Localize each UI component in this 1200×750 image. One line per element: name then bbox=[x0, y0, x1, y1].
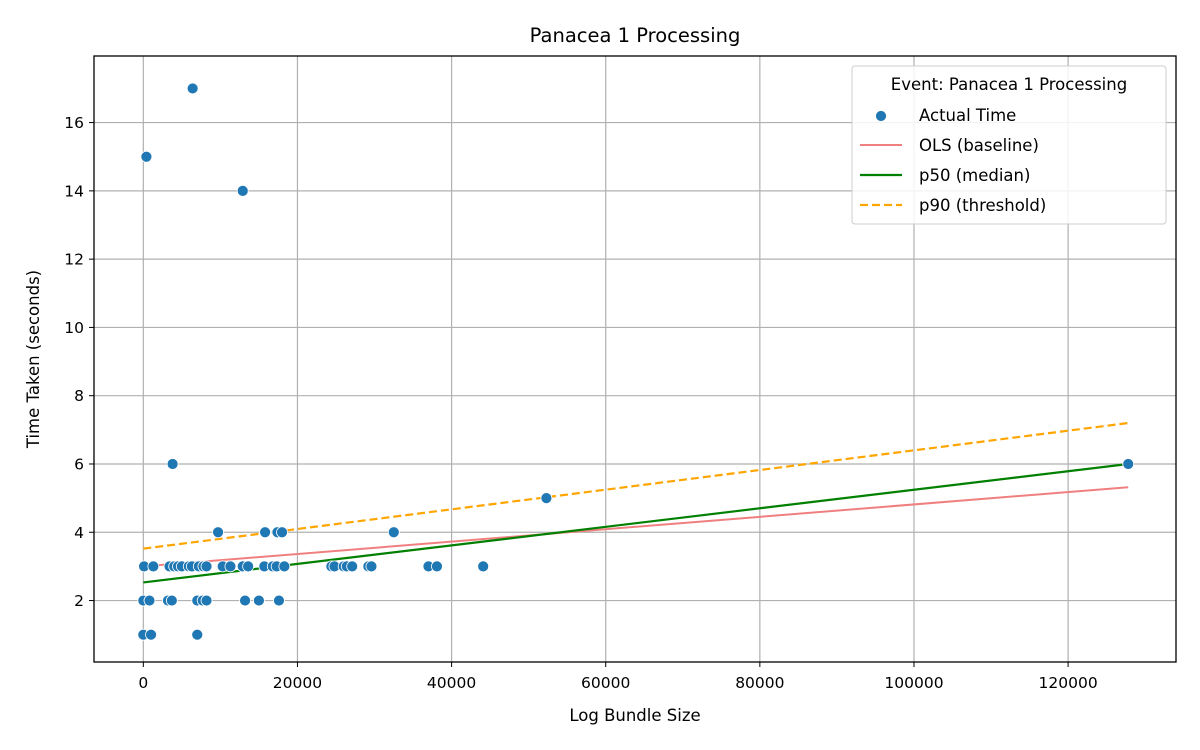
data-point bbox=[276, 526, 288, 539]
y-axis-ticks: 2 4 6 8 10 12 14 16 bbox=[64, 114, 94, 610]
data-point bbox=[236, 184, 249, 197]
data-point bbox=[346, 560, 359, 573]
plot-area-frame bbox=[93, 55, 1177, 663]
data-point bbox=[140, 150, 153, 163]
y-tick-label: 14 bbox=[64, 182, 84, 200]
p50-line bbox=[143, 462, 1129, 584]
y-tick-label: 4 bbox=[74, 524, 84, 542]
data-point bbox=[431, 560, 443, 573]
y-tick-label: 6 bbox=[74, 455, 84, 473]
series-layer bbox=[137, 82, 1135, 641]
x-tick-label: 40000 bbox=[427, 674, 476, 692]
legend-label-p90: p90 (threshold) bbox=[919, 196, 1046, 215]
data-point bbox=[143, 594, 156, 607]
legend-label-p50: p50 (median) bbox=[919, 166, 1030, 185]
p90-line bbox=[143, 421, 1129, 550]
x-tick-label: 0 bbox=[138, 674, 148, 692]
legend-label-ols: OLS (baseline) bbox=[919, 136, 1039, 155]
data-point bbox=[212, 526, 224, 539]
data-point bbox=[200, 560, 213, 573]
data-point bbox=[166, 458, 179, 470]
data-point bbox=[477, 560, 490, 573]
x-tick-label: 60000 bbox=[581, 674, 630, 692]
x-axis-ticks: 0 20000 40000 60000 80000 100000 120000 bbox=[138, 662, 1098, 692]
data-point bbox=[200, 594, 213, 607]
x-tick-label: 80000 bbox=[735, 674, 784, 692]
y-tick-label: 12 bbox=[64, 251, 84, 269]
data-point bbox=[278, 560, 291, 573]
y-tick-label: 10 bbox=[64, 319, 84, 337]
y-tick-label: 16 bbox=[64, 114, 84, 132]
y-tick-label: 2 bbox=[74, 592, 84, 610]
x-tick-label: 100000 bbox=[884, 674, 943, 692]
data-point bbox=[145, 628, 157, 641]
data-point bbox=[1122, 458, 1135, 470]
chart-title: Panacea 1 Processing bbox=[530, 24, 741, 47]
data-point bbox=[387, 526, 400, 539]
legend-box bbox=[851, 65, 1167, 225]
data-point bbox=[191, 628, 204, 641]
x-axis-label: Log Bundle Size bbox=[569, 706, 700, 725]
data-point bbox=[239, 594, 251, 607]
x-tick-label: 20000 bbox=[273, 674, 322, 692]
legend-marker-actual-time bbox=[875, 110, 887, 122]
data-point bbox=[259, 526, 271, 539]
ols-line bbox=[143, 486, 1129, 568]
data-point bbox=[165, 594, 178, 607]
y-tick-label: 8 bbox=[74, 387, 84, 405]
data-point bbox=[224, 560, 237, 573]
data-point bbox=[242, 560, 255, 573]
x-tick-label: 120000 bbox=[1039, 674, 1098, 692]
data-point bbox=[253, 594, 265, 607]
data-point bbox=[365, 560, 378, 573]
legend: Event: Panacea 1 Processing Actual Time … bbox=[851, 65, 1167, 225]
y-axis-label: Time Taken (seconds) bbox=[24, 270, 43, 449]
data-point bbox=[273, 594, 285, 607]
data-point bbox=[540, 492, 553, 505]
legend-title: Event: Panacea 1 Processing bbox=[891, 75, 1127, 94]
data-point bbox=[147, 560, 160, 573]
data-point bbox=[186, 82, 199, 95]
legend-label-actual-time: Actual Time bbox=[919, 106, 1016, 125]
